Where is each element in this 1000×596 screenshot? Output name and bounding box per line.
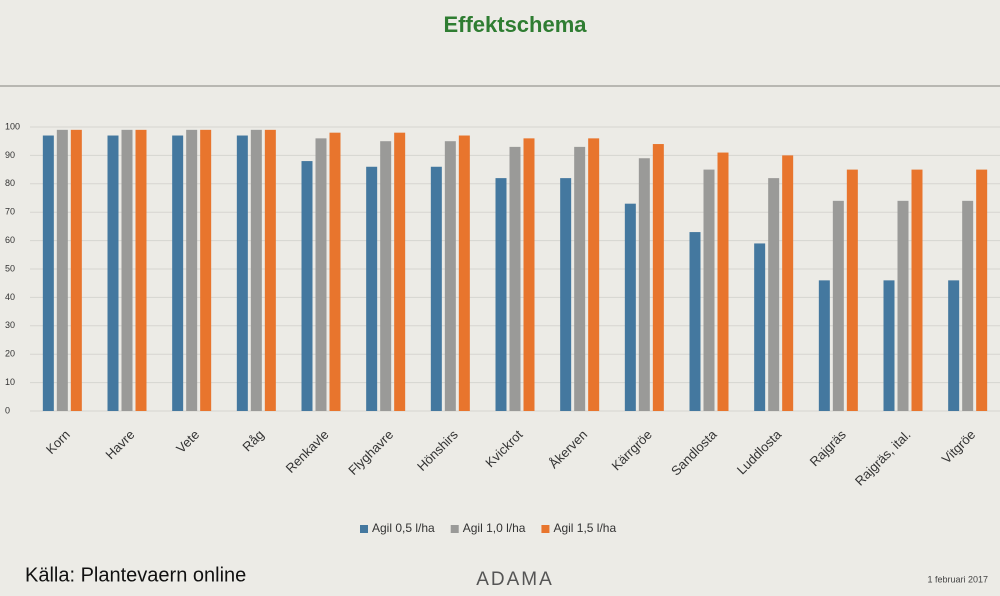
bar [250,129,262,411]
bar [897,200,909,411]
bar [495,178,507,411]
bar [236,135,248,411]
y-tick-label: 60 [5,235,15,245]
legend-label: Agil 0,5 l/ha [372,521,435,535]
bar [186,129,198,411]
bar [135,129,147,411]
bar [911,169,923,411]
legend-label: Agil 1,0 l/ha [463,521,526,535]
y-tick-label: 90 [5,150,15,160]
legend-swatch [360,525,368,533]
bar [200,129,212,411]
bar [70,129,82,411]
bar [574,146,586,411]
bar [264,129,276,411]
y-tick-label: 100 [5,121,20,131]
bar [366,166,378,411]
y-tick-label: 40 [5,292,15,302]
y-tick-label: 10 [5,377,15,387]
bar [444,141,456,411]
bar [172,135,184,411]
bar [768,178,780,411]
bar [976,169,988,411]
bar [948,280,960,411]
bar [329,132,341,411]
y-tick-label: 20 [5,349,15,359]
bar [624,203,636,411]
y-tick-label: 50 [5,263,15,273]
bar [458,135,470,411]
logo: ADAMA [476,569,554,590]
bar [301,161,313,411]
bar [588,138,600,412]
legend-label: Agil 1,5 l/ha [553,521,616,535]
bar [121,129,133,411]
chart-title: Effektschema [443,12,587,37]
bar [652,144,664,412]
bar [962,200,974,411]
bar [42,135,54,411]
bar [883,280,895,411]
bar [638,158,650,411]
bar [56,129,68,411]
legend-swatch [541,525,550,533]
bar [107,135,119,411]
bar [315,138,327,412]
legend-swatch [450,525,459,533]
y-tick-label: 0 [5,405,10,415]
bar [509,146,521,411]
bar [380,141,392,411]
bar [689,232,701,411]
bar [846,169,858,411]
y-tick-label: 70 [5,207,15,217]
bar [430,166,442,411]
bar [754,243,766,411]
source-note: Källa: Plantevaern online [25,564,246,586]
bar [717,152,729,411]
bar [523,138,535,412]
bar [818,280,830,411]
y-tick-label: 30 [5,320,15,330]
y-tick-label: 80 [5,178,15,188]
bar [703,169,715,411]
bar [560,178,572,411]
bar [832,200,844,411]
bar [394,132,406,411]
bar [782,155,794,411]
date: 1 februari 2017 [927,574,988,584]
